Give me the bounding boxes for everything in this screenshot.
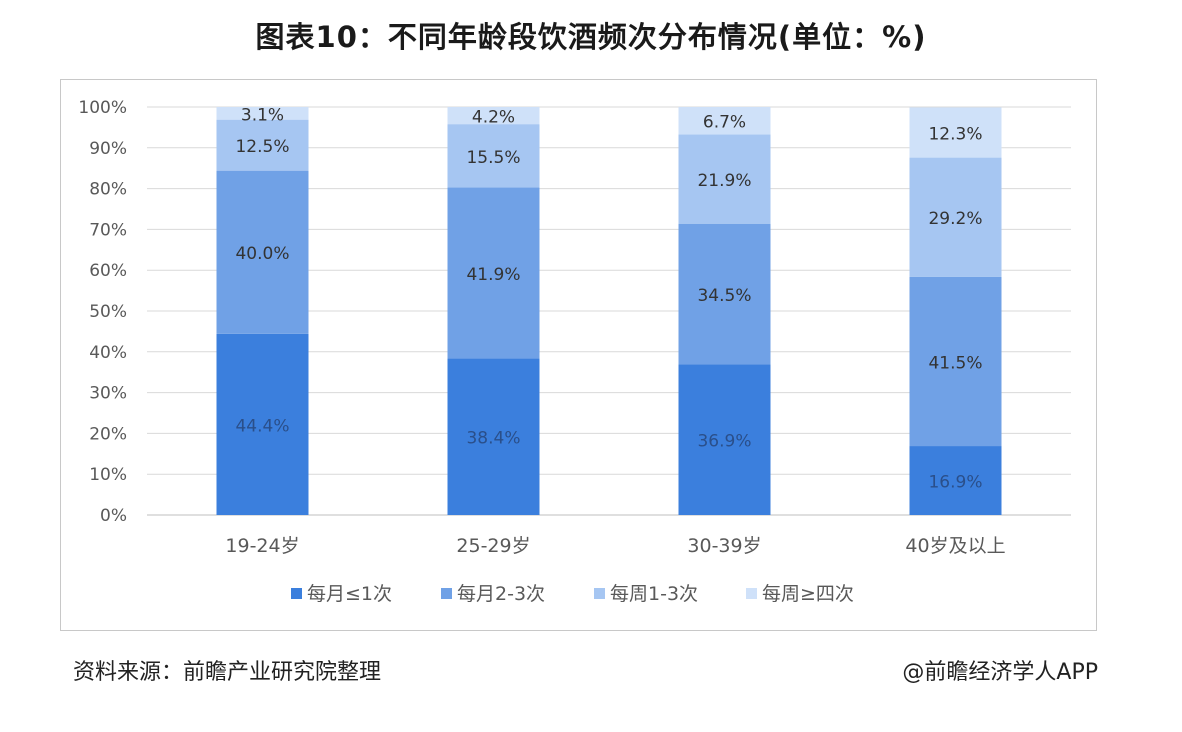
data-label: 16.9% xyxy=(928,473,982,493)
bar-segment xyxy=(678,134,771,224)
legend-label: 每月2-3次 xyxy=(457,583,545,605)
y-tick-label: 30% xyxy=(89,384,127,404)
y-tick-label: 70% xyxy=(89,220,127,240)
data-label: 40.0% xyxy=(235,244,289,264)
bar-segment xyxy=(216,119,309,171)
bar-segment xyxy=(447,358,540,515)
data-label: 41.9% xyxy=(466,265,520,285)
x-tick-label: 40岁及以上 xyxy=(905,535,1005,557)
legend-swatch xyxy=(291,588,302,599)
bar-segment xyxy=(447,107,540,125)
data-label: 44.4% xyxy=(235,416,289,436)
bar-segment xyxy=(678,107,771,135)
bar-segment xyxy=(447,124,540,188)
stacked-bar-chart: 0% 10% 20% 30% 40% 50% 60% 70% 80% 90% 100% 44.4% 40… xyxy=(78,98,1071,605)
chart-frame: 0% 10% 20% 30% 40% 50% 60% 70% 80% 90% 100% 44.4% 40… xyxy=(60,79,1097,631)
y-tick-label: 40% xyxy=(89,343,127,363)
bar-segment xyxy=(678,223,771,365)
bar-segment xyxy=(216,107,309,120)
data-label: 34.5% xyxy=(697,286,751,306)
y-tick-label: 20% xyxy=(89,424,127,444)
y-tick-label: 90% xyxy=(89,139,127,159)
data-label: 12.3% xyxy=(928,125,982,145)
bar-segment xyxy=(447,187,540,359)
data-label: 12.5% xyxy=(235,137,289,157)
data-label: 38.4% xyxy=(466,429,520,449)
bar-segment xyxy=(909,276,1002,447)
data-label: 29.2% xyxy=(928,209,982,229)
legend-swatch xyxy=(594,588,605,599)
legend-swatch xyxy=(746,588,757,599)
bar-segment xyxy=(678,364,771,515)
x-tick-label: 25-29岁 xyxy=(456,535,530,557)
legend-label: 每周1-3次 xyxy=(610,583,698,605)
x-tick-label: 19-24岁 xyxy=(225,535,299,557)
source-note: 资料来源：前瞻产业研究院整理 xyxy=(73,660,382,685)
x-tick-label: 30-39岁 xyxy=(687,535,761,557)
y-tick-label: 60% xyxy=(89,261,127,281)
legend-swatch xyxy=(441,588,452,599)
data-label: 21.9% xyxy=(697,171,751,191)
data-label: 6.7% xyxy=(703,113,746,133)
data-label: 3.1% xyxy=(241,105,284,125)
bar-segment xyxy=(909,446,1002,515)
y-tick-label: 80% xyxy=(89,180,127,200)
y-tick-label: 0% xyxy=(100,506,127,526)
y-tick-label: 10% xyxy=(89,465,127,485)
legend-label: 每周≥四次 xyxy=(762,583,854,605)
data-label: 15.5% xyxy=(466,148,520,168)
data-label: 41.5% xyxy=(928,353,982,373)
data-label: 4.2% xyxy=(472,108,515,128)
bar-segment xyxy=(909,157,1002,277)
data-label: 36.9% xyxy=(697,432,751,452)
bar-segment xyxy=(909,107,1002,158)
brand-credit: @前瞻经济学人APP xyxy=(902,660,1098,685)
bar-segment xyxy=(216,333,309,515)
y-tick-label: 100% xyxy=(78,98,127,118)
chart-title: 图表10：不同年龄段饮酒频次分布情况(单位：%) xyxy=(255,20,927,54)
legend-label: 每月≤1次 xyxy=(307,583,392,605)
bar-segment xyxy=(216,170,309,334)
y-tick-label: 50% xyxy=(89,302,127,322)
